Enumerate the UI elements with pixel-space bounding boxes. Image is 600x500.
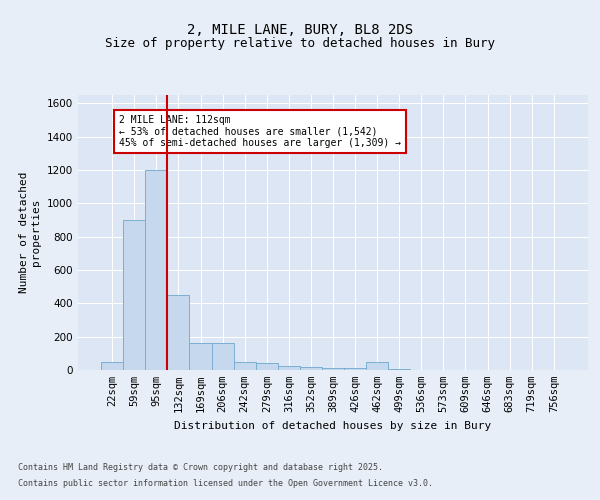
- Bar: [233, 362, 256, 370]
- Bar: [278, 366, 300, 370]
- Bar: [145, 170, 167, 370]
- Bar: [300, 366, 322, 370]
- Bar: [366, 362, 388, 370]
- Text: 2, MILE LANE, BURY, BL8 2DS: 2, MILE LANE, BURY, BL8 2DS: [187, 22, 413, 36]
- Y-axis label: Number of detached
properties: Number of detached properties: [19, 172, 41, 293]
- Text: Size of property relative to detached houses in Bury: Size of property relative to detached ho…: [105, 38, 495, 51]
- Bar: [322, 368, 344, 370]
- Text: Contains HM Land Registry data © Crown copyright and database right 2025.: Contains HM Land Registry data © Crown c…: [18, 464, 383, 472]
- Bar: [212, 344, 233, 370]
- X-axis label: Distribution of detached houses by size in Bury: Distribution of detached houses by size …: [175, 420, 491, 430]
- Bar: [123, 220, 145, 370]
- Text: Contains public sector information licensed under the Open Government Licence v3: Contains public sector information licen…: [18, 478, 433, 488]
- Text: 2 MILE LANE: 112sqm
← 53% of detached houses are smaller (1,542)
45% of semi-det: 2 MILE LANE: 112sqm ← 53% of detached ho…: [119, 115, 401, 148]
- Bar: [256, 362, 278, 370]
- Bar: [388, 369, 410, 370]
- Bar: [344, 368, 366, 370]
- Bar: [101, 362, 123, 370]
- Bar: [190, 344, 212, 370]
- Bar: [167, 295, 190, 370]
